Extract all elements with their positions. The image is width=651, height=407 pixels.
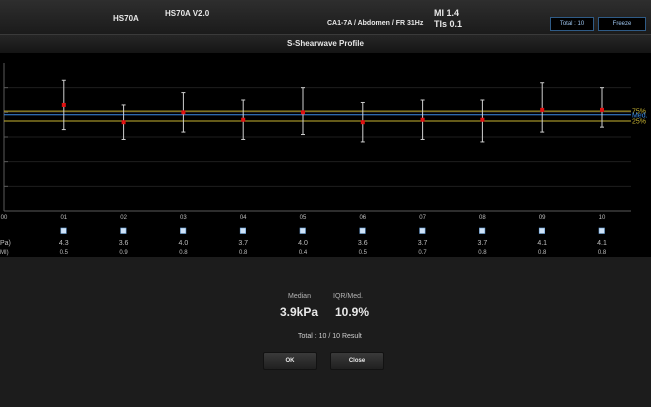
x-tick-label: 05 bbox=[300, 215, 307, 221]
pa-value: 3.6 bbox=[358, 240, 368, 247]
pa-value: 4.0 bbox=[298, 240, 308, 247]
pa-value: 4.3 bbox=[59, 240, 69, 247]
x-tick-label: 02 bbox=[120, 215, 127, 221]
measurement-checkbox bbox=[180, 227, 187, 234]
total-button[interactable]: Total : 10 bbox=[550, 17, 594, 31]
median-label: Median bbox=[288, 293, 311, 300]
mi-value: 0.8 bbox=[179, 250, 188, 256]
measurement-checkbox bbox=[359, 227, 366, 234]
measurement-checkbox bbox=[60, 227, 67, 234]
mi-value: 0.8 bbox=[478, 250, 487, 256]
measurement-checkbox bbox=[239, 227, 246, 234]
measurement-checkbox bbox=[299, 227, 306, 234]
pa-value: 3.7 bbox=[478, 240, 488, 247]
mi-value: 0.5 bbox=[359, 250, 368, 256]
pa-value: 4.0 bbox=[179, 240, 189, 247]
device-name: HS70A bbox=[113, 14, 139, 23]
measurement-checkbox bbox=[419, 227, 426, 234]
pa-value: 4.1 bbox=[537, 240, 547, 247]
pa-value: 3.7 bbox=[418, 240, 428, 247]
freeze-button[interactable]: Freeze bbox=[598, 17, 646, 31]
x-tick-label: 07 bbox=[419, 215, 426, 221]
reference-label: Med. bbox=[632, 112, 648, 119]
total-result: Total : 10 / 10 Result bbox=[298, 333, 362, 340]
mi-value: 0.9 bbox=[119, 250, 128, 256]
mi-value: 0.8 bbox=[538, 250, 547, 256]
x-tick-label: 00 bbox=[1, 215, 8, 221]
x-tick-label: 08 bbox=[479, 215, 486, 221]
x-tick-label: 01 bbox=[60, 215, 67, 221]
data-point bbox=[181, 110, 186, 115]
data-point bbox=[360, 120, 365, 125]
mi-value: 0.7 bbox=[418, 250, 427, 256]
shearwave-profile-panel: S-Shearwave Profile 75% Med. 25% 00 01 02 03 04… bbox=[0, 35, 651, 257]
measurement-checkbox bbox=[538, 227, 546, 234]
results-panel: Median 3.9kPa IQR/Med. 10.9% Total : 10 … bbox=[0, 257, 651, 407]
mi-value: 0.4 bbox=[299, 250, 308, 256]
x-tick-label: 10 bbox=[599, 215, 606, 221]
reference-label: 75% bbox=[632, 109, 646, 116]
data-point bbox=[600, 107, 604, 112]
iqr-value: 10.9% bbox=[335, 305, 370, 319]
data-point bbox=[480, 117, 485, 122]
data-point bbox=[61, 102, 66, 107]
pa-row-label: Pa) bbox=[0, 240, 11, 247]
reference-label: 25% bbox=[632, 118, 646, 125]
data-point bbox=[121, 120, 126, 125]
mi-value: 0.8 bbox=[598, 250, 607, 256]
measurement-checkbox bbox=[120, 227, 127, 234]
x-tick-label: 09 bbox=[539, 215, 546, 221]
software-version: HS70A V2.0 bbox=[165, 9, 210, 18]
pa-value: 3.6 bbox=[119, 240, 129, 247]
mi-row-label: MI) bbox=[0, 250, 9, 256]
median-value: 3.9kPa bbox=[280, 305, 319, 319]
panel-title: S-Shearwave Profile bbox=[0, 35, 651, 53]
x-tick-label: 03 bbox=[180, 215, 187, 221]
measurement-checkbox bbox=[598, 227, 605, 234]
mi-readout: MI 1.4 bbox=[434, 8, 460, 18]
tis-readout: TIs 0.1 bbox=[434, 19, 463, 29]
close-button[interactable]: Close bbox=[330, 352, 384, 370]
pa-value: 4.1 bbox=[597, 240, 607, 247]
measurement-checkbox bbox=[479, 227, 486, 234]
pa-value: 3.7 bbox=[238, 240, 248, 247]
mi-value: 0.8 bbox=[239, 250, 248, 256]
x-tick-label: 04 bbox=[240, 215, 247, 221]
top-status-bar: HS70A HS70A V2.0 CA1-7A / Abdomen / FR 3… bbox=[0, 0, 651, 35]
iqr-label: IQR/Med. bbox=[333, 293, 363, 300]
data-point bbox=[540, 107, 545, 112]
mi-value: 0.5 bbox=[60, 250, 69, 256]
data-point bbox=[241, 117, 246, 122]
data-point bbox=[420, 117, 425, 122]
data-point bbox=[301, 110, 305, 115]
probe-info: CA1-7A / Abdomen / FR 31Hz bbox=[327, 20, 424, 27]
x-tick-label: 06 bbox=[359, 215, 366, 221]
ok-button[interactable]: OK bbox=[263, 352, 317, 370]
shearwave-chart: 75%Med.25% 00 01 02 03 04 05 06 07 08 09 10 4.3 0.5 3.… bbox=[0, 63, 648, 256]
